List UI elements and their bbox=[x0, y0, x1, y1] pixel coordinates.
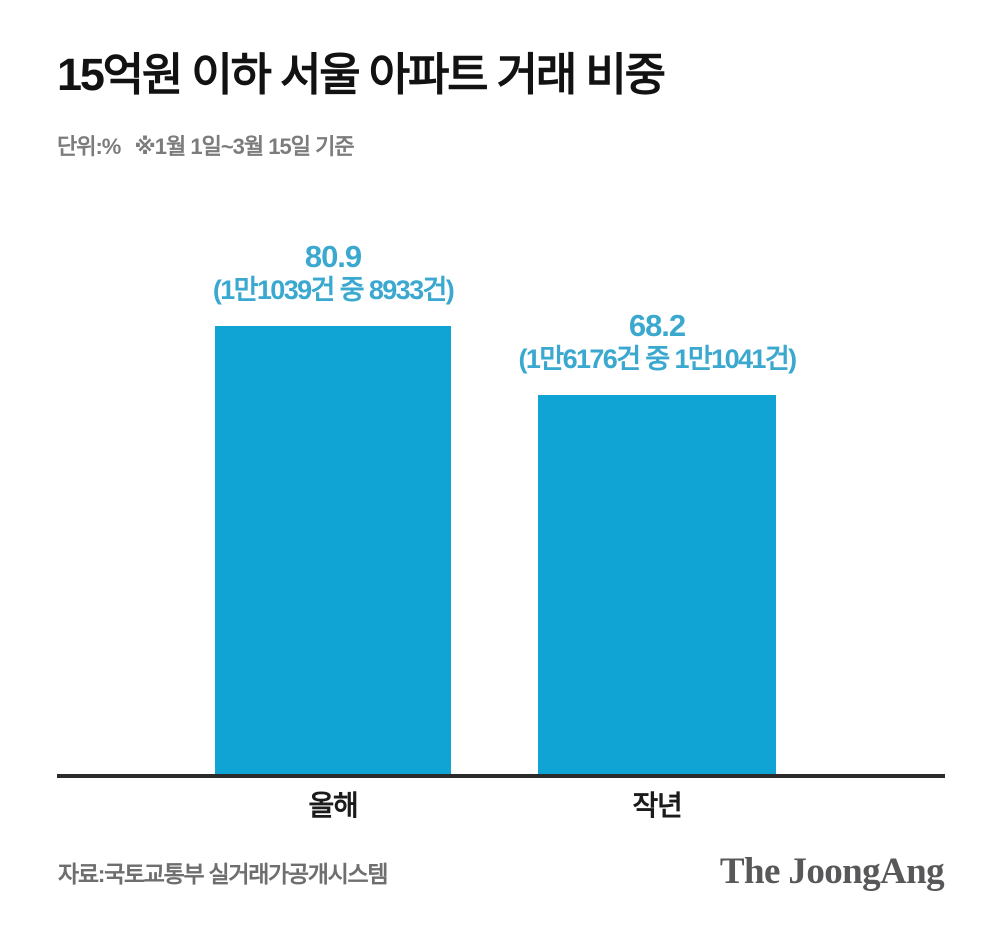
unit-label: 단위:% bbox=[57, 134, 121, 159]
value-label-group-olhae: 80.9 (1만1039건 중 8933건) bbox=[133, 239, 533, 305]
page-title: 15억원 이하 서울 아파트 거래 비중 bbox=[57, 49, 666, 100]
category-label-jaknyeon: 작년 bbox=[632, 790, 682, 821]
source-note: 자료:국토교통부 실거래가공개시스템 bbox=[58, 861, 389, 887]
joongang-logo: The JoongAng bbox=[719, 851, 945, 892]
value-label-group-jaknyeon: 68.2 (1만6176건 중 1만1041건) bbox=[457, 308, 857, 374]
axis-baseline bbox=[57, 774, 945, 778]
period-note: ※1월 1일~3월 15일 기준 bbox=[134, 134, 354, 159]
detail-label-olhae: (1만1039건 중 8933건) bbox=[212, 274, 455, 305]
bar-jaknyeon bbox=[538, 395, 776, 776]
chart-subtitle: 단위:% ※1월 1일~3월 15일 기준 bbox=[57, 133, 957, 161]
value-label-olhae: 80.9 bbox=[304, 239, 362, 274]
value-label-jaknyeon: 68.2 bbox=[628, 308, 686, 343]
category-label-olhae: 올해 bbox=[308, 790, 358, 821]
bar-olhae bbox=[215, 326, 451, 776]
detail-label-jaknyeon: (1만6176건 중 1만1041건) bbox=[518, 343, 798, 374]
